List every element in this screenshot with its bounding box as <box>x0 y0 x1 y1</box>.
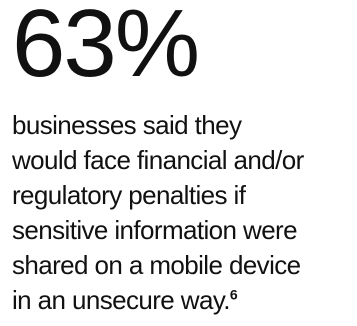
statistic-description-line: businesses said they <box>12 110 242 140</box>
statistic-description-line: in an unsecure way. <box>12 285 231 315</box>
statistic-description-line: shared on a mobile device <box>12 250 301 280</box>
statistic-value: 63% <box>12 0 200 97</box>
statistic-description-last-line: in an unsecure way.6 <box>12 283 357 318</box>
footnote-marker: 6 <box>229 286 238 303</box>
statistic-description-line: sensitive information were <box>12 215 298 245</box>
statistic-description-line: regulatory penalties if <box>12 180 246 210</box>
statistic-description-line: would face financial and/or <box>12 145 304 175</box>
statistic-description: businesses said they would face financia… <box>12 108 357 318</box>
statistic-block: 63% businesses said they would face fina… <box>12 0 357 318</box>
